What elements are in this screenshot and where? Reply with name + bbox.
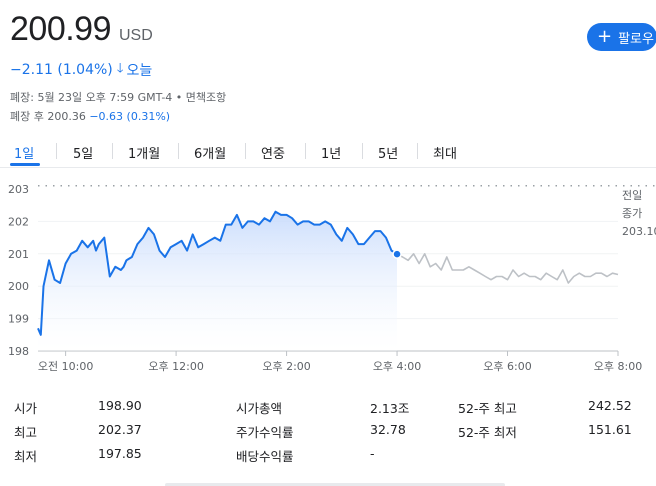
stat-value-52w-low: 151.61: [588, 422, 632, 437]
tab-separator: [112, 143, 113, 159]
tab-max[interactable]: 최대: [433, 147, 457, 162]
y-tick-label: 201: [8, 248, 29, 261]
tab-1y[interactable]: 1년: [321, 147, 342, 162]
active-tab-indicator: [10, 163, 40, 166]
price-change: −2.11 (1.04%) 🡓 오늘: [10, 59, 152, 81]
tab-ytd[interactable]: 연중: [261, 147, 285, 162]
range-tabs: 1일 5일 1개월 6개월 연중 1년 5년 최대: [0, 138, 656, 168]
stat-label-open: 시가: [14, 401, 38, 416]
follow-button[interactable]: + 팔로우: [587, 23, 656, 51]
tab-separator: [178, 143, 179, 159]
x-tick-label: 오후 4:00: [373, 360, 421, 373]
current-price: 200.99: [10, 10, 112, 48]
tab-separator: [245, 143, 246, 159]
y-tick-label: 200: [8, 280, 29, 293]
x-tick-label: 오후 12:00: [148, 360, 203, 373]
price-header: 200.99 USD: [10, 10, 153, 49]
stat-value-open: 198.90: [98, 398, 142, 413]
stat-value-low: 197.85: [98, 446, 142, 461]
tab-1d[interactable]: 1일: [14, 147, 35, 162]
stat-label-high: 최고: [14, 425, 38, 440]
stat-label-low: 최저: [14, 449, 38, 464]
change-value: −2.11 (1.04%): [10, 62, 113, 78]
y-tick-label: 199: [8, 313, 29, 326]
x-tick-label: 오후 2:00: [262, 360, 310, 373]
tab-6m[interactable]: 6개월: [194, 147, 227, 162]
tab-5d[interactable]: 5일: [73, 147, 94, 162]
stat-value-pe-ratio: 32.78: [370, 422, 406, 437]
after-hours-price: 폐장 후 200.36: [10, 110, 86, 123]
tab-separator: [56, 143, 57, 159]
tab-separator: [362, 143, 363, 159]
after-hours-change: −0.63 (0.31%): [89, 110, 171, 123]
tab-1m[interactable]: 1개월: [128, 147, 161, 162]
close-info: 폐장: 5월 23일 오후 7:59 GMT-4 • 면책조항: [10, 89, 226, 105]
scroll-indicator: [165, 483, 505, 486]
tab-separator: [305, 143, 306, 159]
after-hours-info: 폐장 후 200.36 −0.63 (0.31%): [10, 108, 170, 124]
price-line-after-hours: [396, 253, 619, 284]
tab-5y[interactable]: 5년: [378, 147, 399, 162]
y-tick-label: 198: [8, 345, 29, 358]
plus-icon: +: [597, 26, 613, 47]
currency-label: USD: [119, 27, 153, 44]
tab-separator: [417, 143, 418, 159]
prev-close-label: 전일: [622, 188, 642, 202]
stat-value-dividend-yield: -: [370, 446, 375, 461]
stat-label-52w-low: 52-주 최저: [458, 425, 517, 440]
change-period: 오늘: [126, 63, 153, 79]
x-tick-label: 오후 6:00: [483, 360, 531, 373]
tabs-divider: [0, 167, 656, 168]
stat-value-high: 202.37: [98, 422, 142, 437]
arrow-down-icon: 🡓: [116, 61, 124, 76]
prev-close-label: 종가: [622, 207, 642, 220]
stat-value-52w-high: 242.52: [588, 398, 632, 413]
prev-close-label: 203.10: [622, 225, 656, 238]
close-info-text: 폐장: 5월 23일 오후 7:59 GMT-4 • 면책조항: [10, 91, 227, 104]
last-price-dot: [392, 249, 402, 259]
stat-label-pe-ratio: 주가수익률: [236, 425, 294, 440]
y-tick-label: 202: [8, 215, 29, 228]
stat-label-52w-high: 52-주 최고: [458, 401, 517, 416]
x-tick-label: 오후 8:00: [594, 360, 642, 373]
price-line-regular: [37, 210, 398, 336]
stat-label-dividend-yield: 배당수익률: [236, 449, 294, 464]
y-tick-label: 203: [8, 183, 29, 196]
stat-label-market-cap: 시가총액: [236, 401, 283, 416]
price-area-fill: [38, 211, 398, 351]
follow-button-label: 팔로우: [618, 31, 654, 47]
stat-value-market-cap: 2.13조: [370, 401, 410, 416]
x-tick-label: 오전 10:00: [38, 360, 93, 373]
